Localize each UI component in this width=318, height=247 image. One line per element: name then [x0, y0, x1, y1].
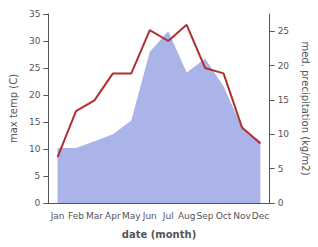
svg-text:med. precipitation (kg/m2): med. precipitation (kg/m2) [300, 41, 311, 175]
svg-text:Jun: Jun [142, 211, 157, 221]
svg-text:date (month): date (month) [122, 229, 196, 240]
svg-text:Dec: Dec [252, 211, 269, 221]
svg-text:25: 25 [278, 26, 289, 36]
svg-text:15: 15 [29, 117, 40, 127]
svg-text:15: 15 [278, 95, 289, 105]
svg-text:30: 30 [29, 36, 41, 46]
svg-text:Apr: Apr [105, 211, 121, 221]
svg-text:10: 10 [29, 144, 41, 154]
svg-text:25: 25 [29, 63, 40, 73]
svg-text:5: 5 [278, 164, 284, 174]
svg-text:Jan: Jan [50, 211, 65, 221]
svg-text:Jul: Jul [162, 211, 174, 221]
svg-text:Nov: Nov [233, 211, 251, 221]
svg-text:10: 10 [278, 129, 290, 139]
svg-text:May: May [122, 211, 141, 221]
svg-text:max temp (C): max temp (C) [8, 74, 19, 143]
svg-text:0: 0 [35, 198, 41, 208]
svg-text:35: 35 [29, 9, 40, 19]
svg-text:Feb: Feb [68, 211, 84, 221]
svg-text:Oct: Oct [216, 211, 232, 221]
svg-text:Mar: Mar [86, 211, 103, 221]
svg-text:5: 5 [35, 171, 41, 181]
svg-text:0: 0 [278, 198, 284, 208]
svg-text:Aug: Aug [178, 211, 196, 221]
svg-text:Sep: Sep [197, 211, 214, 221]
svg-text:20: 20 [278, 61, 290, 71]
svg-text:20: 20 [29, 90, 41, 100]
